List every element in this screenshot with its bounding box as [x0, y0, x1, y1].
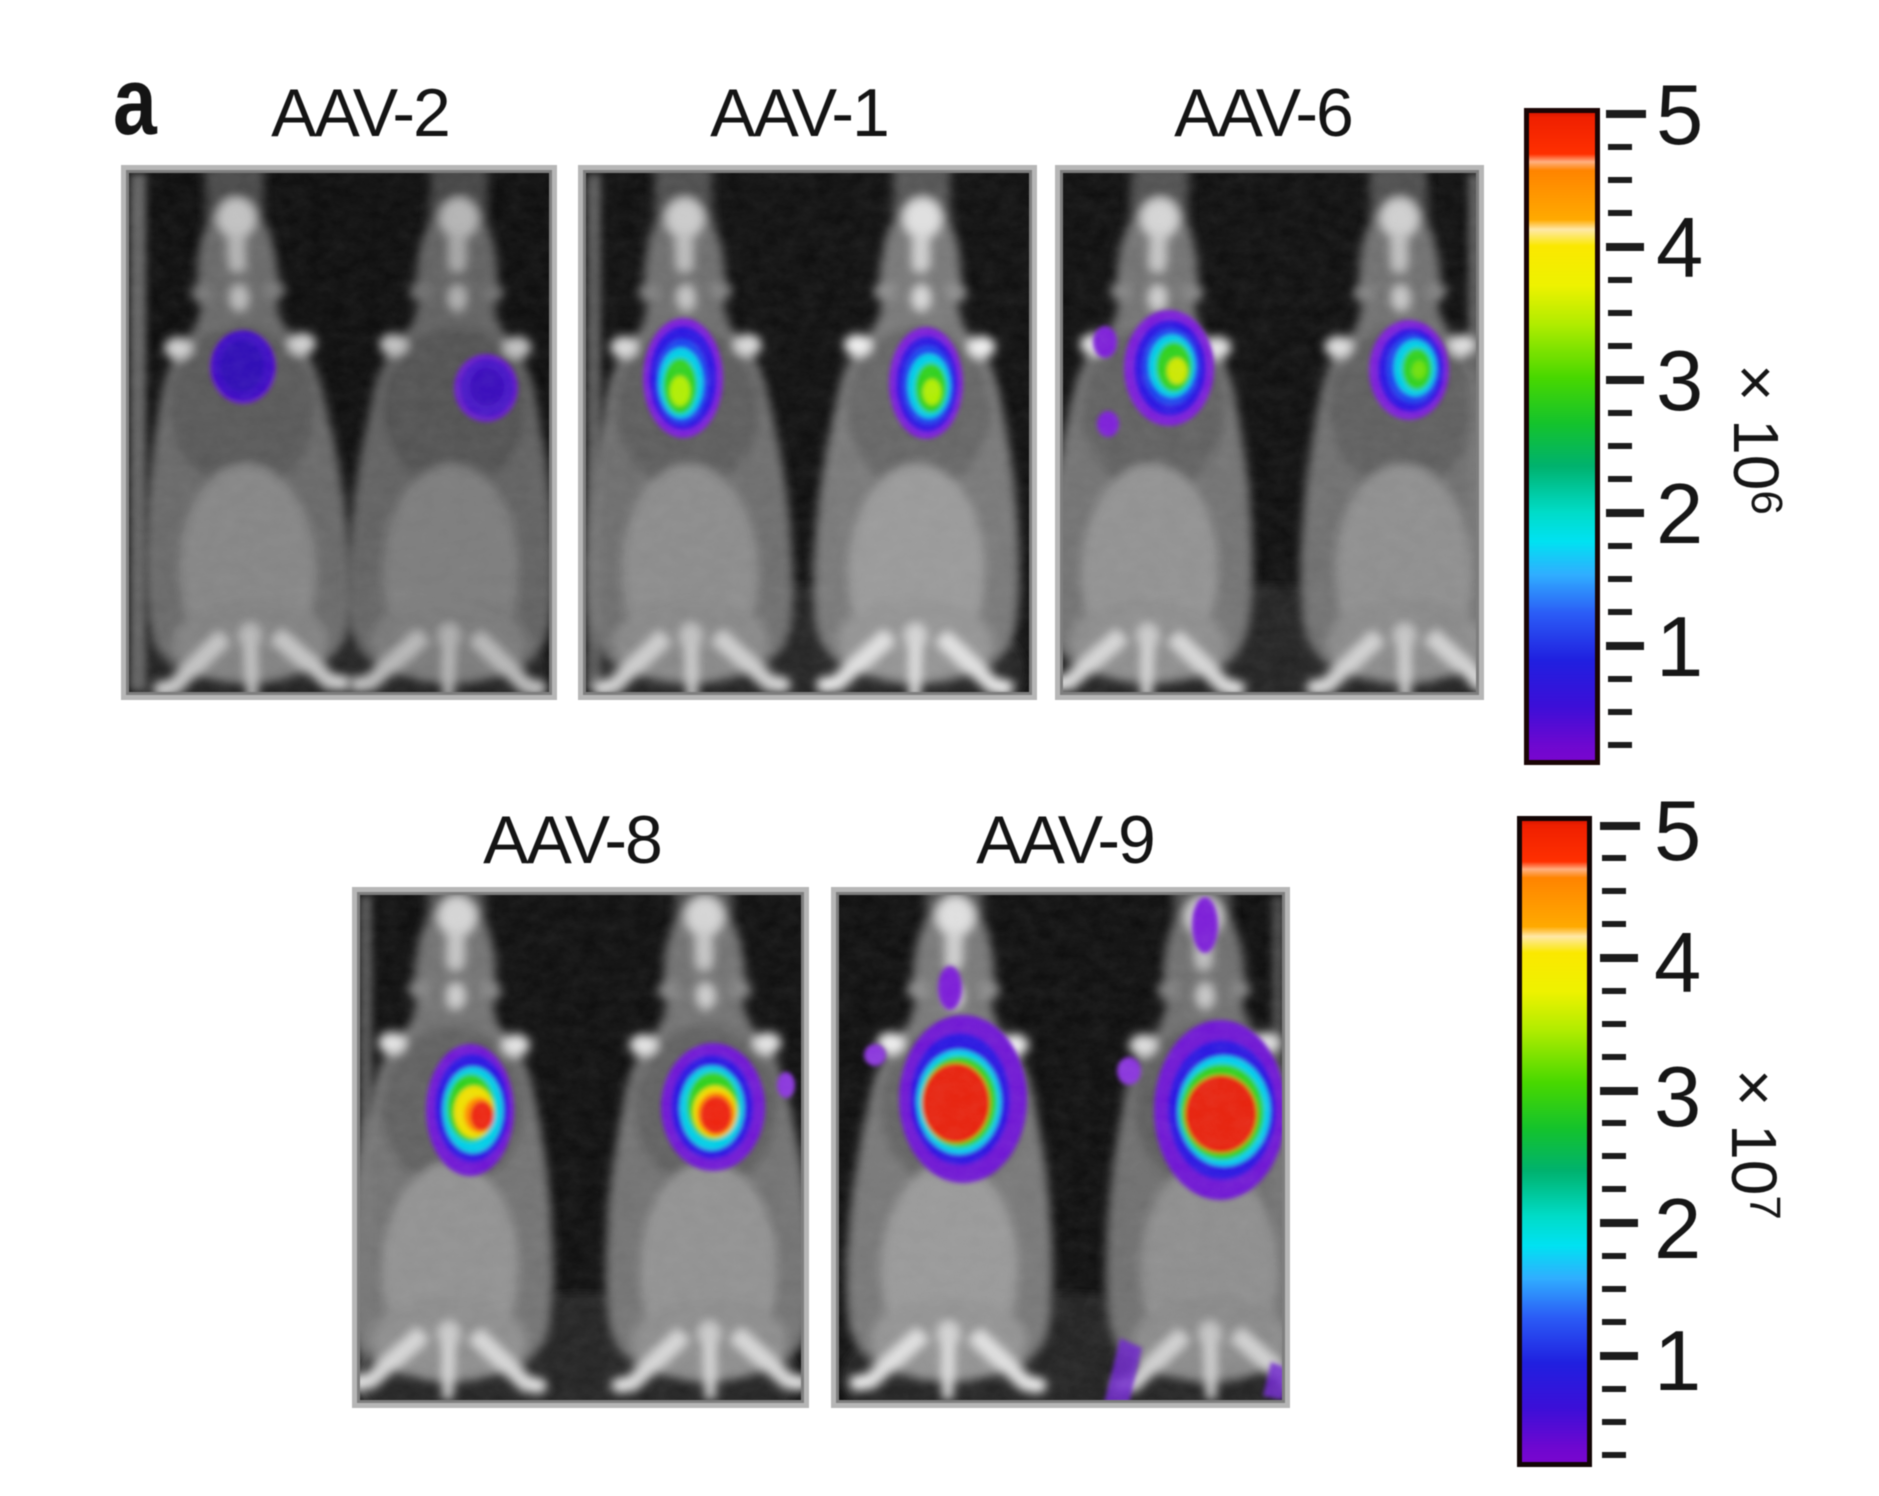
svg-text:AAV-1: AAV-1 — [710, 75, 888, 151]
svg-text:2: 2 — [1656, 467, 1703, 562]
svg-text:× 106: × 106 — [1720, 364, 1792, 515]
svg-text:3: 3 — [1654, 1050, 1701, 1145]
svg-text:× 107: × 107 — [1718, 1069, 1790, 1220]
svg-text:5: 5 — [1656, 68, 1703, 163]
svg-text:2: 2 — [1654, 1182, 1701, 1277]
svg-text:AAV-9: AAV-9 — [976, 802, 1154, 878]
svg-text:AAV-6: AAV-6 — [1174, 75, 1352, 151]
svg-text:1: 1 — [1654, 1314, 1701, 1409]
svg-text:5: 5 — [1654, 784, 1701, 879]
svg-text:a: a — [113, 48, 158, 155]
svg-text:AAV-2: AAV-2 — [271, 75, 449, 151]
svg-text:AAV-8: AAV-8 — [483, 802, 661, 878]
svg-text:3: 3 — [1656, 334, 1703, 429]
svg-text:4: 4 — [1654, 916, 1701, 1011]
svg-text:4: 4 — [1656, 201, 1703, 296]
svg-text:1: 1 — [1656, 600, 1703, 695]
